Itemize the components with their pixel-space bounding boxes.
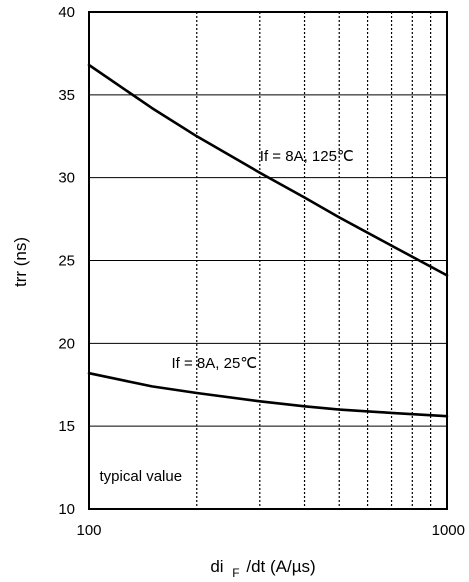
annotation-layer: If = 8A, 125℃ If = 8A, 25℃ typical value bbox=[100, 148, 354, 485]
y-tick-label-15: 15 bbox=[58, 418, 75, 435]
y-tick-label-20: 20 bbox=[58, 335, 75, 352]
y-axis-label: trr (ns) bbox=[11, 237, 30, 287]
y-tick-label-30: 30 bbox=[58, 170, 75, 187]
y-tick-label-40: 40 bbox=[58, 4, 75, 21]
tick-label-layer: 10 15 20 25 30 35 40 100 1000 bbox=[58, 4, 465, 539]
series-line-25c bbox=[87, 371, 449, 418]
x-axis-label: di F /dt (A/µs) bbox=[210, 557, 315, 581]
annotation-125c: If = 8A, 125℃ bbox=[260, 148, 354, 165]
x-axis-label-subscript: F bbox=[232, 566, 239, 580]
grid-layer bbox=[89, 12, 447, 509]
series-layer bbox=[87, 63, 449, 418]
x-tick-label-100: 100 bbox=[76, 522, 101, 539]
series-line-125c bbox=[87, 63, 449, 277]
x-tick-label-1000: 1000 bbox=[432, 522, 465, 539]
y-tick-label-35: 35 bbox=[58, 87, 75, 104]
plot-frame bbox=[88, 11, 448, 510]
y-tick-label-10: 10 bbox=[58, 501, 75, 518]
x-axis-label-unit: /dt (A/µs) bbox=[246, 557, 315, 576]
annotation-typical-value: typical value bbox=[100, 468, 183, 485]
annotation-25c: If = 8A, 25℃ bbox=[172, 355, 258, 372]
y-tick-label-25: 25 bbox=[58, 253, 75, 270]
x-axis-label-main: di bbox=[210, 557, 223, 576]
